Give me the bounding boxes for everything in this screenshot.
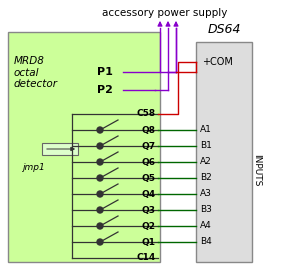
Text: B4: B4	[200, 238, 212, 247]
Bar	[196, 42, 252, 262]
Text: C14: C14	[137, 254, 156, 263]
Text: Q7: Q7	[142, 141, 156, 150]
Text: Q6: Q6	[142, 158, 156, 167]
Bar	[8, 32, 160, 262]
Text: B2: B2	[200, 174, 212, 182]
Circle shape	[97, 191, 103, 197]
Text: A4: A4	[200, 221, 212, 230]
Circle shape	[97, 175, 103, 181]
Text: P1: P1	[97, 67, 113, 77]
Text: Q4: Q4	[142, 189, 156, 198]
Circle shape	[97, 143, 103, 149]
Text: A2: A2	[200, 158, 212, 167]
Circle shape	[97, 159, 103, 165]
Text: Q5: Q5	[142, 174, 156, 182]
Text: jmp1: jmp1	[22, 163, 45, 172]
Text: DS64: DS64	[207, 23, 241, 36]
Text: A3: A3	[200, 189, 212, 198]
Bar	[42, 143, 78, 155]
Text: MRD8
octal
detector: MRD8 octal detector	[14, 56, 58, 89]
Text: +COM: +COM	[202, 57, 233, 67]
Text: C58: C58	[137, 109, 156, 118]
Text: accessory power supply: accessory power supply	[102, 8, 228, 18]
Text: B1: B1	[200, 141, 212, 150]
Circle shape	[97, 207, 103, 213]
Circle shape	[97, 127, 103, 133]
Text: Q8: Q8	[142, 126, 156, 135]
Circle shape	[97, 239, 103, 245]
Circle shape	[97, 223, 103, 229]
Text: Q1: Q1	[142, 238, 156, 247]
Text: Q3: Q3	[142, 206, 156, 215]
Text: B3: B3	[200, 206, 212, 215]
Text: INPUTS: INPUTS	[252, 154, 261, 186]
Text: Q2: Q2	[142, 221, 156, 230]
Text: P2: P2	[97, 85, 113, 95]
Text: A1: A1	[200, 126, 212, 135]
